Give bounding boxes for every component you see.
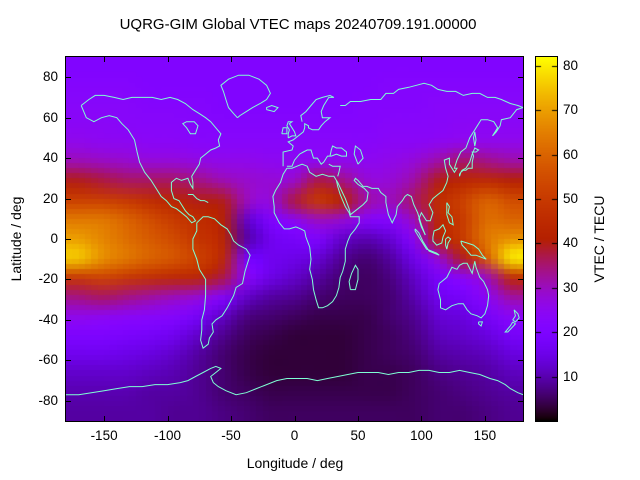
y-tick-label: 40 [42, 150, 58, 166]
coastline-path [512, 309, 520, 323]
y-tick-label: 0 [50, 231, 58, 246]
coastlines-overlay [66, 57, 523, 421]
colorbar-tick-label: 40 [563, 235, 579, 251]
colorbar-tick-label: 10 [563, 368, 579, 384]
coastline-path [446, 202, 454, 226]
x-tick-label: 50 [350, 428, 366, 443]
colorbar-tick-label: 50 [563, 191, 579, 207]
coastline-path [181, 121, 199, 135]
x-tick-label: -100 [154, 428, 182, 443]
coastline-path [272, 163, 360, 309]
colorbar-label: VTEC / TECU [591, 195, 607, 283]
y-tick-label: -80 [38, 392, 58, 408]
coastline-path [328, 163, 341, 177]
colorbar-canvas [536, 57, 557, 421]
colorbar-tick-label: 70 [563, 102, 579, 118]
coastline-path [80, 94, 222, 224]
colorbar-tick-label: 20 [563, 324, 579, 340]
coastline-path [220, 74, 271, 119]
colorbar [535, 56, 558, 422]
coastline-path [266, 104, 279, 113]
vtec-heatmap-canvas [66, 57, 523, 421]
y-tick-label: 80 [42, 69, 58, 85]
x-tick-label: 100 [410, 428, 433, 443]
coastline-path [286, 121, 297, 139]
y-tick-label: -20 [38, 271, 58, 287]
map-plot-area [65, 56, 524, 422]
coastline-path [286, 145, 347, 167]
y-tick-label: 60 [42, 109, 58, 125]
colorbar-tick-label: 80 [563, 57, 579, 73]
coastline-path [353, 145, 364, 165]
chart-title: UQRG-GIM Global VTEC maps 20240709.191.0… [119, 16, 477, 33]
coastline-path [335, 177, 426, 236]
coastline-path [414, 228, 440, 256]
y-tick-label: 20 [42, 190, 58, 206]
coastline-path [432, 223, 447, 246]
y-tick-label: -40 [38, 311, 58, 327]
coastline-path [187, 194, 209, 204]
y-tick-label: -60 [38, 352, 58, 368]
coastline-path [281, 127, 288, 135]
colorbar-tick-label: 30 [563, 279, 579, 295]
x-tick-label: 0 [290, 428, 299, 443]
coastline-path [282, 94, 335, 167]
x-tick-label: 150 [473, 428, 497, 443]
coastline-path [340, 82, 523, 109]
coastline-path [460, 240, 487, 260]
coastline-path [504, 321, 517, 333]
coastline-path [459, 147, 480, 177]
coastline-path [192, 216, 251, 350]
coastline-path [472, 131, 477, 147]
coastline-path [478, 321, 484, 327]
x-axis-label: Longitude / deg [246, 455, 344, 471]
x-tick-label: -150 [90, 428, 118, 443]
colorbar-tick-label: 60 [563, 146, 579, 162]
coastline-path [66, 365, 523, 396]
coastline-path [348, 264, 359, 291]
coastline-path [418, 107, 523, 236]
x-tick-label: -50 [221, 428, 241, 443]
coastline-path [437, 261, 490, 319]
coastline-path [445, 236, 452, 250]
